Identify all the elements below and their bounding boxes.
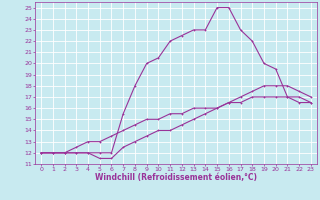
X-axis label: Windchill (Refroidissement éolien,°C): Windchill (Refroidissement éolien,°C) bbox=[95, 173, 257, 182]
